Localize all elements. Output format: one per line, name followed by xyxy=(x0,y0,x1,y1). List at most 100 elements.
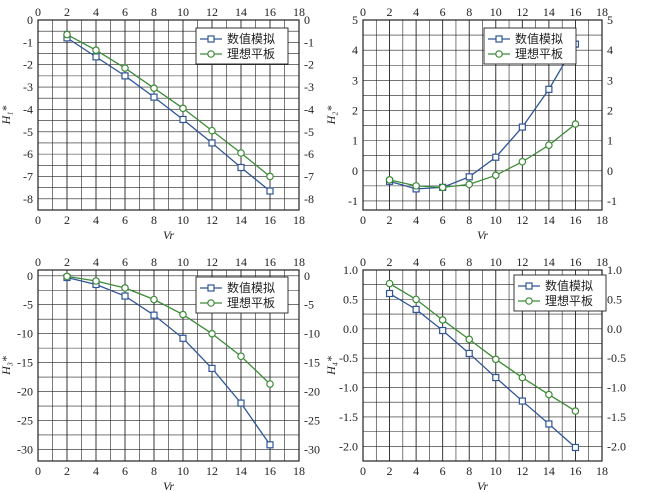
y-tick-label-right: 0 xyxy=(304,13,310,27)
data-point-ideal xyxy=(491,171,500,180)
data-point-numeric xyxy=(266,187,274,195)
legend-marker-ideal xyxy=(207,50,215,58)
data-point-ideal xyxy=(518,157,527,166)
y-axis-label: H₂* xyxy=(324,106,338,126)
x-tick-label-bottom: 2 xyxy=(387,213,393,227)
legend-marker-numeric xyxy=(207,35,215,43)
data-point-ideal xyxy=(571,407,580,415)
legend-label-ideal: 理想平板 xyxy=(545,293,593,308)
data-point-ideal xyxy=(63,272,71,281)
data-point-numeric xyxy=(121,72,129,80)
data-point-numeric xyxy=(465,349,473,358)
y-tick-label-left: -30 xyxy=(17,442,33,456)
data-point-ideal xyxy=(237,149,245,157)
legend-label-numeric: 数值模拟 xyxy=(545,278,593,293)
x-tick-label-top: 2 xyxy=(387,5,393,19)
y-tick-label-left: 1.0 xyxy=(343,263,358,277)
y-tick-label-right: -7 xyxy=(304,169,314,183)
data-point-ideal xyxy=(150,84,158,92)
plot-frame xyxy=(362,269,603,462)
data-point-numeric xyxy=(179,334,187,342)
y-tick-label-left: -5 xyxy=(23,298,33,312)
data-point-numeric xyxy=(439,326,447,335)
y-tick-label-right: 4 xyxy=(607,43,613,57)
data-point-ideal xyxy=(179,310,187,319)
x-tick-label-top: 18 xyxy=(596,255,608,269)
legend-label-ideal: 理想平板 xyxy=(227,46,275,61)
x-tick-label-top: 8 xyxy=(151,255,157,269)
legend-marker-ideal xyxy=(495,50,503,58)
data-point-ideal xyxy=(121,64,129,72)
y-tick-label-right: 3 xyxy=(607,73,613,87)
x-tick-label-top: 0 xyxy=(360,255,366,269)
legend-label-numeric: 数值模拟 xyxy=(227,31,275,46)
x-tick-label-top: 4 xyxy=(93,5,99,19)
series-line-ideal xyxy=(389,123,576,189)
data-point-ideal xyxy=(412,182,420,190)
legend-box xyxy=(483,27,577,65)
y-tick-label-left: -1 xyxy=(348,194,358,208)
y-tick-label-right: -3 xyxy=(304,80,314,94)
x-tick-label-bottom: 6 xyxy=(440,213,446,227)
x-tick-label-top: 8 xyxy=(151,5,157,19)
legend-marker-numeric xyxy=(207,284,215,292)
x-tick-label-bottom: 8 xyxy=(466,213,472,227)
y-tick-label-right: -6 xyxy=(304,147,314,161)
x-tick-label-top: 12 xyxy=(206,5,218,19)
x-tick-label-top: 4 xyxy=(93,255,99,269)
x-tick-label-top: 14 xyxy=(543,5,555,19)
y-tick-label-right: -20 xyxy=(304,385,320,399)
x-tick-label-top: 10 xyxy=(490,5,502,19)
series-line-ideal xyxy=(66,275,271,385)
legend-marker-ideal xyxy=(525,297,533,305)
x-tick-label-bottom: 18 xyxy=(596,213,608,227)
x-axis-label: Vr xyxy=(163,228,174,242)
y-axis-label: H₁* xyxy=(0,106,13,126)
y-tick-label-right: 0 xyxy=(607,164,613,178)
data-point-ideal xyxy=(545,390,553,399)
y-tick-label-right: -1 xyxy=(304,35,314,49)
y-tick-label-right: -1.5 xyxy=(607,410,626,424)
x-tick-label-bottom: 16 xyxy=(264,213,276,227)
x-tick-label-top: 8 xyxy=(466,255,472,269)
x-tick-label-top: 6 xyxy=(440,255,446,269)
data-point-numeric xyxy=(518,397,526,405)
y-tick-label-right: 0.0 xyxy=(607,322,622,336)
data-point-ideal xyxy=(237,352,245,361)
x-tick-label-bottom: 0 xyxy=(360,464,366,478)
x-tick-label-top: 14 xyxy=(235,255,247,269)
x-tick-label-bottom: 16 xyxy=(569,213,581,227)
data-point-numeric xyxy=(237,399,245,407)
data-point-ideal xyxy=(179,104,187,113)
x-tick-label-bottom: 6 xyxy=(122,464,128,478)
y-tick-label-left: -1.5 xyxy=(339,410,358,424)
y-tick-label-left: -4 xyxy=(23,102,33,116)
data-point-ideal xyxy=(63,30,71,39)
x-tick-label-top: 8 xyxy=(466,5,472,19)
y-tick-label-right: -0.5 xyxy=(607,351,626,365)
x-tick-label-top: 6 xyxy=(122,5,128,19)
data-point-numeric xyxy=(545,85,553,93)
x-tick-label-bottom: 12 xyxy=(206,213,218,227)
x-tick-label-top: 0 xyxy=(35,5,41,19)
plot-frame xyxy=(37,19,300,211)
y-tick-label-right: -10 xyxy=(304,327,320,341)
x-tick-label-top: 4 xyxy=(413,5,419,19)
x-tick-label-bottom: 12 xyxy=(516,213,528,227)
x-tick-label-bottom: 0 xyxy=(35,213,41,227)
x-tick-label-top: 18 xyxy=(293,5,305,19)
data-point-numeric xyxy=(237,163,245,172)
x-tick-label-top: 2 xyxy=(64,255,70,269)
x-tick-label-bottom: 18 xyxy=(293,464,305,478)
y-tick-label-left: 0 xyxy=(27,13,33,27)
y-tick-label-right: -5 xyxy=(304,125,314,139)
data-point-numeric xyxy=(465,173,473,181)
data-point-ideal xyxy=(266,380,274,388)
legend-box xyxy=(195,276,289,314)
